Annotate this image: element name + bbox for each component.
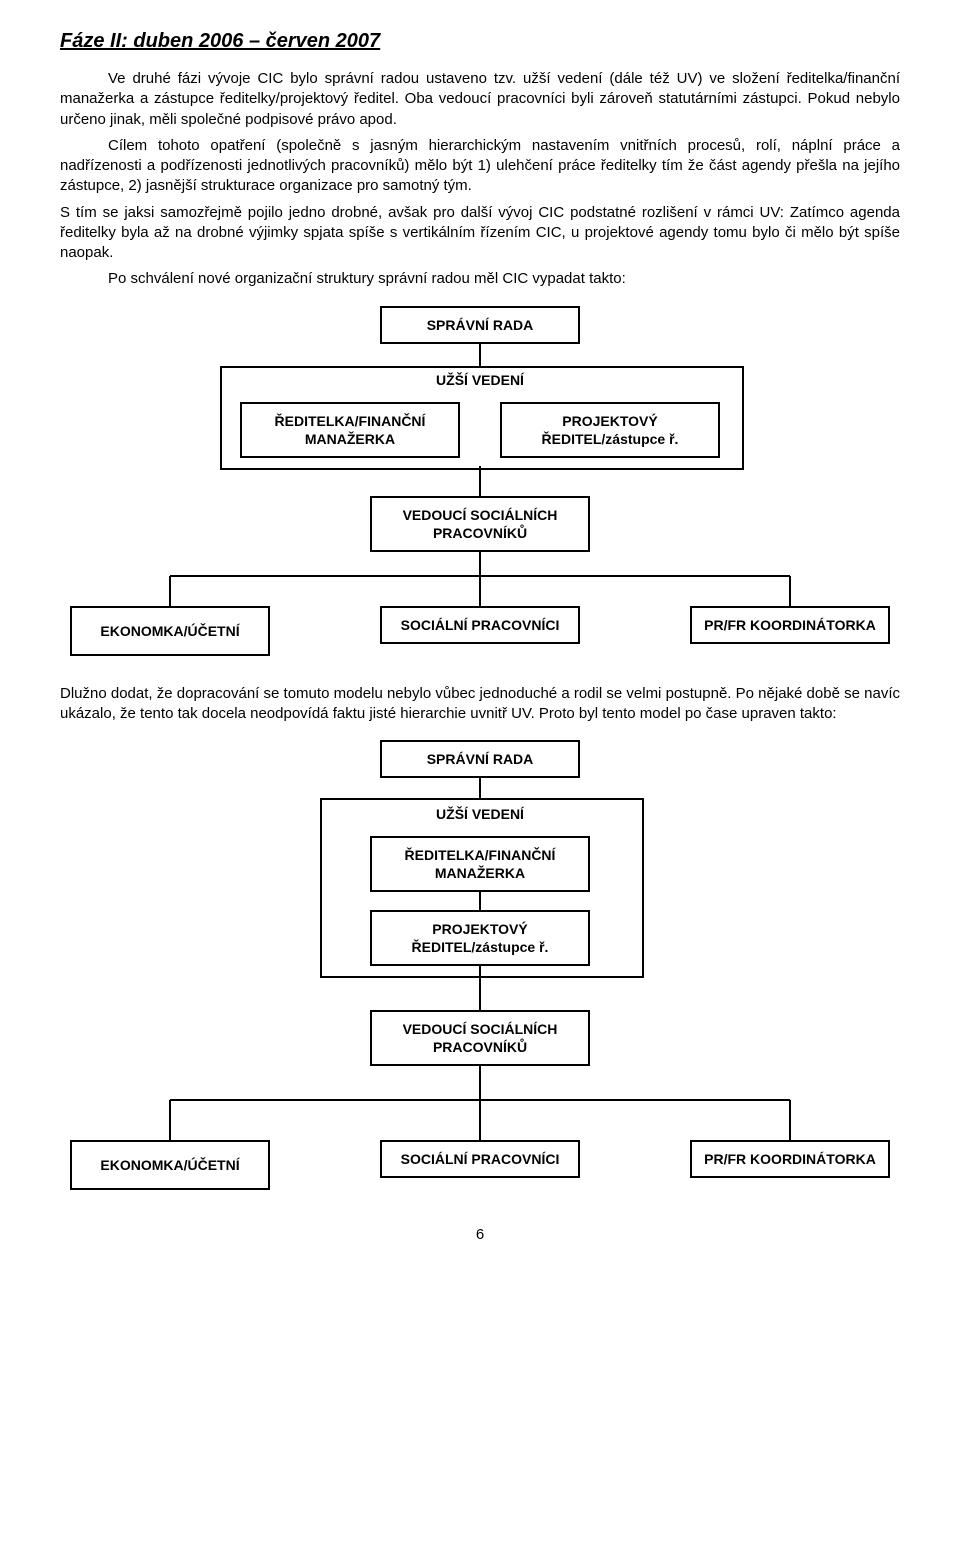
org-chart-1: SPRÁVNÍ RADA UŽŠÍ VEDENÍ ŘEDITELKA/FINAN… xyxy=(60,306,900,666)
box2-vedouci-soc: VEDOUCÍ SOCIÁLNÍCH PRACOVNÍKŮ xyxy=(370,1010,590,1066)
box-projektovy-reditel: PROJEKTOVÝ ŘEDITEL/zástupce ř. xyxy=(500,402,720,458)
box-prfr: PR/FR KOORDINÁTORKA xyxy=(690,606,890,644)
box-spravni-rada: SPRÁVNÍ RADA xyxy=(380,306,580,344)
box2-reditelka: ŘEDITELKA/FINANČNÍ MANAŽERKA xyxy=(370,836,590,892)
paragraph-5: Dlužno dodat, že dopracování se tomuto m… xyxy=(60,684,900,725)
org-chart-2: SPRÁVNÍ RADA UŽŠÍ VEDENÍ ŘEDITELKA/FINAN… xyxy=(60,740,900,1200)
box-vedouci-soc: VEDOUCÍ SOCIÁLNÍCH PRACOVNÍKŮ xyxy=(370,496,590,552)
paragraph-2: Cílem tohoto opatření (společně s jasným… xyxy=(60,136,900,197)
box2-spravni-rada: SPRÁVNÍ RADA xyxy=(380,740,580,778)
box2-socialni-pracovnici: SOCIÁLNÍ PRACOVNÍCI xyxy=(380,1140,580,1178)
box2-prfr: PR/FR KOORDINÁTORKA xyxy=(690,1140,890,1178)
paragraph-4: Po schválení nové organizační struktury … xyxy=(60,269,900,289)
paragraph-3: S tím se jaksi samozřejmě pojilo jedno d… xyxy=(60,203,900,264)
box2-projektovy-reditel: PROJEKTOVÝ ŘEDITEL/zástupce ř. xyxy=(370,910,590,966)
box-reditelka: ŘEDITELKA/FINANČNÍ MANAŽERKA xyxy=(240,402,460,458)
phase-heading: Fáze II: duben 2006 – červen 2007 xyxy=(60,30,900,53)
page-number: 6 xyxy=(60,1226,900,1243)
box-socialni-pracovnici: SOCIÁLNÍ PRACOVNÍCI xyxy=(380,606,580,644)
box-ekonomka: EKONOMKA/ÚČETNÍ xyxy=(70,606,270,656)
label-uzsi-vedeni: UŽŠÍ VEDENÍ xyxy=(220,372,740,388)
label2-uzsi-vedeni: UŽŠÍ VEDENÍ xyxy=(320,806,640,822)
box2-ekonomka: EKONOMKA/ÚČETNÍ xyxy=(70,1140,270,1190)
paragraph-1: Ve druhé fázi vývoje CIC bylo správní ra… xyxy=(60,69,900,130)
